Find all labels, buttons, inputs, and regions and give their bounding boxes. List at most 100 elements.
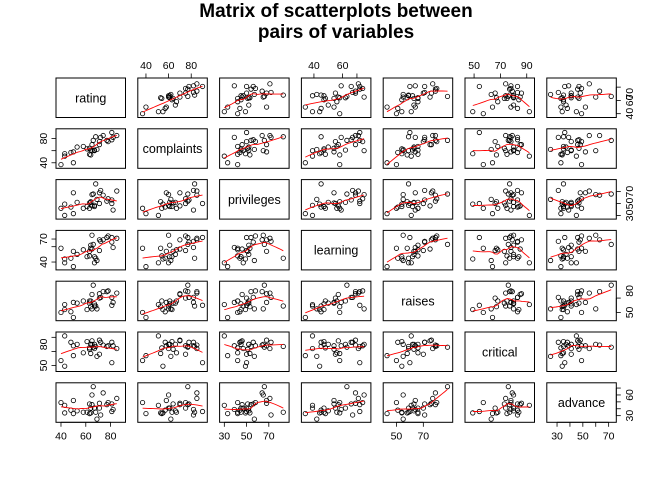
data-point	[100, 289, 106, 295]
data-point	[430, 188, 436, 194]
data-point	[558, 298, 564, 304]
data-point	[355, 290, 361, 296]
data-point	[84, 306, 90, 313]
data-point	[302, 353, 308, 359]
data-point	[170, 95, 176, 102]
data-point	[361, 148, 367, 154]
data-point	[514, 255, 521, 261]
data-point	[280, 409, 286, 415]
data-point	[400, 353, 406, 359]
data-point	[352, 291, 359, 297]
tick-label: 40	[308, 60, 320, 72]
data-point	[593, 306, 599, 312]
panel-advance-vs-critical	[464, 382, 535, 423]
data-point	[422, 83, 428, 90]
data-point	[420, 200, 426, 207]
smoother-line	[142, 240, 203, 259]
tick-label: 30	[551, 430, 563, 442]
data-point	[415, 151, 421, 157]
data-point	[517, 246, 523, 252]
data-point	[566, 207, 572, 213]
data-point	[555, 187, 561, 194]
data-point	[558, 314, 564, 321]
data-point	[338, 207, 344, 213]
data-point	[492, 405, 498, 411]
panel-privileges-vs-rating	[55, 179, 126, 220]
data-point	[404, 152, 410, 158]
data-point	[177, 203, 183, 209]
data-point	[89, 306, 95, 312]
data-point	[508, 406, 514, 413]
panel-learning-vs-privileges	[219, 229, 290, 271]
data-point	[578, 288, 585, 294]
data-point	[167, 298, 173, 304]
data-point	[252, 288, 259, 294]
tick-label: 50	[624, 306, 636, 318]
data-point	[514, 149, 521, 156]
data-point	[434, 233, 440, 239]
data-point	[407, 129, 413, 136]
panel-frame	[219, 179, 290, 220]
data-point	[400, 392, 406, 398]
data-point	[470, 256, 476, 262]
data-point	[508, 190, 514, 196]
data-point	[173, 99, 180, 105]
data-point	[62, 333, 68, 339]
data-point	[558, 160, 564, 166]
data-point	[444, 344, 451, 350]
data-point	[96, 400, 103, 406]
data-point	[395, 149, 401, 156]
data-point	[70, 314, 76, 321]
data-point	[163, 397, 169, 404]
tick-label: 30	[624, 410, 636, 422]
tick-label: 30	[218, 430, 230, 442]
panel-frame	[382, 128, 454, 169]
data-point	[508, 299, 514, 305]
data-point	[165, 232, 172, 238]
data-point	[408, 212, 414, 219]
data-point	[143, 104, 149, 110]
data-point	[243, 129, 250, 136]
data-point	[96, 247, 103, 254]
data-point	[309, 345, 316, 352]
smoother-line	[550, 191, 612, 207]
data-point	[162, 339, 168, 345]
data-point	[246, 242, 252, 248]
data-point	[267, 132, 273, 139]
left-axis-critical: 50 80	[38, 336, 57, 371]
data-point	[352, 88, 359, 94]
data-point	[182, 247, 189, 254]
data-point	[408, 402, 414, 408]
data-point	[172, 251, 178, 257]
data-point	[190, 406, 197, 413]
data-point	[163, 190, 169, 196]
smoother-line	[386, 388, 448, 412]
data-point	[393, 399, 400, 406]
data-point	[74, 341, 80, 347]
data-point	[575, 338, 581, 344]
data-point	[404, 245, 410, 251]
smoother-line	[142, 345, 203, 358]
data-point	[489, 104, 496, 110]
data-point	[302, 314, 308, 321]
smoother-line	[305, 400, 365, 414]
data-point	[221, 333, 227, 339]
data-point	[337, 350, 343, 357]
data-point	[514, 187, 521, 194]
data-point	[100, 390, 106, 396]
data-point	[221, 109, 227, 115]
tick-label: 70	[495, 60, 507, 72]
data-point	[608, 137, 614, 143]
data-point	[517, 291, 523, 298]
data-point	[503, 395, 509, 402]
data-point	[582, 149, 589, 155]
data-point	[114, 290, 120, 296]
data-point	[280, 92, 286, 98]
data-point	[163, 104, 169, 110]
data-point	[547, 91, 554, 98]
tick-label: 40	[624, 108, 636, 120]
data-point	[251, 353, 257, 359]
data-point	[597, 88, 603, 94]
data-point	[411, 144, 417, 150]
data-point	[143, 211, 149, 217]
